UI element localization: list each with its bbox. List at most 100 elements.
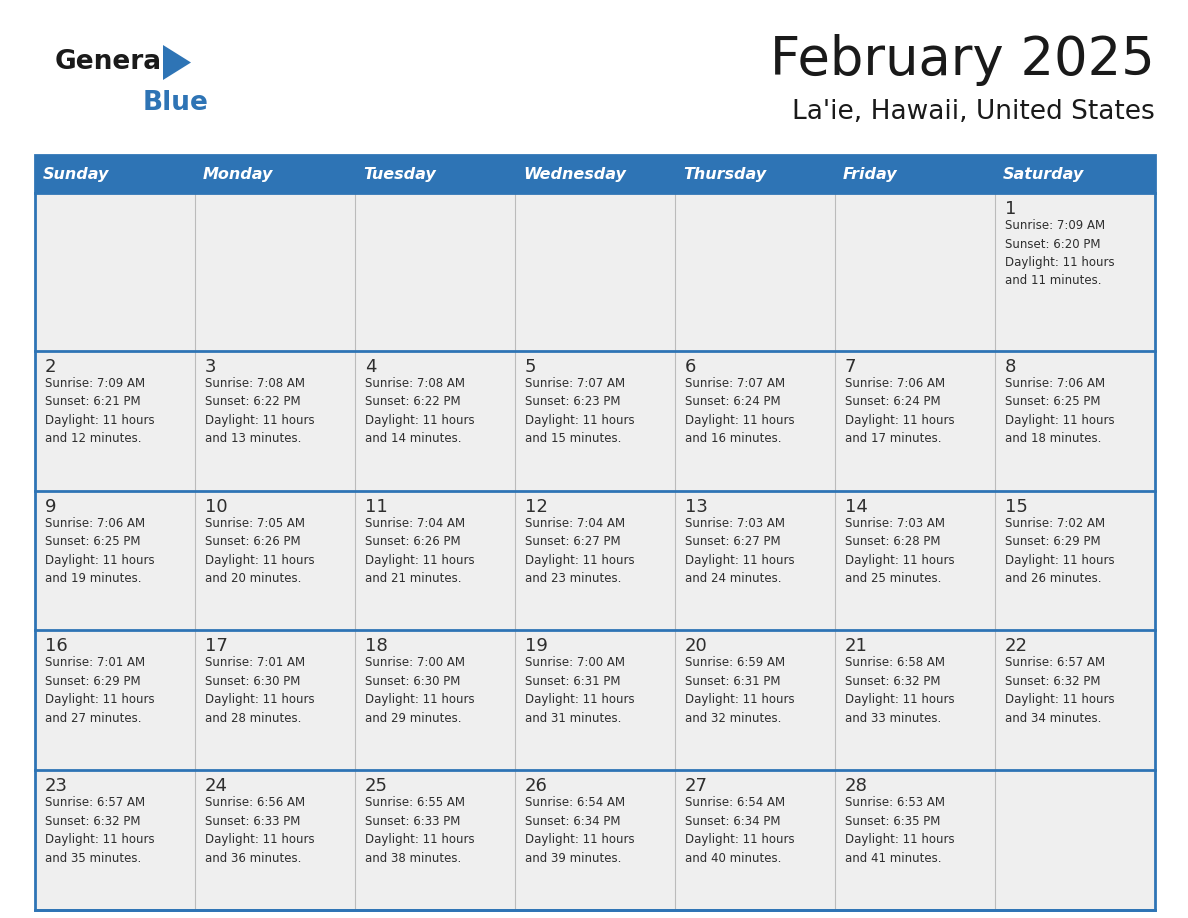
Text: Sunrise: 7:04 AM
Sunset: 6:27 PM
Daylight: 11 hours
and 23 minutes.: Sunrise: 7:04 AM Sunset: 6:27 PM Dayligh…	[525, 517, 634, 585]
Text: Sunrise: 7:00 AM
Sunset: 6:31 PM
Daylight: 11 hours
and 31 minutes.: Sunrise: 7:00 AM Sunset: 6:31 PM Dayligh…	[525, 656, 634, 725]
Text: Sunrise: 7:07 AM
Sunset: 6:23 PM
Daylight: 11 hours
and 15 minutes.: Sunrise: 7:07 AM Sunset: 6:23 PM Dayligh…	[525, 376, 634, 445]
Text: Sunrise: 7:06 AM
Sunset: 6:24 PM
Daylight: 11 hours
and 17 minutes.: Sunrise: 7:06 AM Sunset: 6:24 PM Dayligh…	[845, 376, 954, 445]
Text: 26: 26	[525, 778, 548, 795]
Text: 14: 14	[845, 498, 867, 516]
Text: 28: 28	[845, 778, 867, 795]
Bar	[675, 155, 835, 193]
Bar	[516, 490, 675, 631]
Text: Sunrise: 7:09 AM
Sunset: 6:20 PM
Daylight: 11 hours
and 11 minutes.: Sunrise: 7:09 AM Sunset: 6:20 PM Dayligh…	[1005, 219, 1114, 287]
Text: Thursday: Thursday	[683, 166, 766, 182]
Text: Sunrise: 7:01 AM
Sunset: 6:30 PM
Daylight: 11 hours
and 28 minutes.: Sunrise: 7:01 AM Sunset: 6:30 PM Dayligh…	[204, 656, 314, 725]
Bar	[675, 193, 835, 351]
Text: Sunrise: 7:00 AM
Sunset: 6:30 PM
Daylight: 11 hours
and 29 minutes.: Sunrise: 7:00 AM Sunset: 6:30 PM Dayligh…	[365, 656, 474, 725]
Text: 24: 24	[204, 778, 228, 795]
Bar	[34, 490, 195, 631]
Bar	[835, 631, 996, 770]
Text: 13: 13	[684, 498, 708, 516]
Bar	[835, 193, 996, 351]
Text: 15: 15	[1005, 498, 1028, 516]
Text: Sunrise: 6:57 AM
Sunset: 6:32 PM
Daylight: 11 hours
and 35 minutes.: Sunrise: 6:57 AM Sunset: 6:32 PM Dayligh…	[45, 796, 154, 865]
Text: 22: 22	[1005, 637, 1028, 655]
Bar	[835, 490, 996, 631]
Text: Wednesday: Wednesday	[523, 166, 626, 182]
Bar	[996, 351, 1155, 490]
Text: 5: 5	[525, 358, 536, 375]
Text: Sunday: Sunday	[43, 166, 109, 182]
Bar	[835, 351, 996, 490]
Bar	[195, 490, 355, 631]
Text: Friday: Friday	[843, 166, 898, 182]
Text: 19: 19	[525, 637, 548, 655]
Bar	[34, 770, 195, 910]
Bar	[195, 351, 355, 490]
Bar	[516, 155, 675, 193]
Bar	[516, 351, 675, 490]
Bar	[355, 631, 516, 770]
Text: 3: 3	[204, 358, 216, 375]
Bar	[34, 193, 195, 351]
Text: Sunrise: 7:06 AM
Sunset: 6:25 PM
Daylight: 11 hours
and 18 minutes.: Sunrise: 7:06 AM Sunset: 6:25 PM Dayligh…	[1005, 376, 1114, 445]
Text: Sunrise: 7:08 AM
Sunset: 6:22 PM
Daylight: 11 hours
and 14 minutes.: Sunrise: 7:08 AM Sunset: 6:22 PM Dayligh…	[365, 376, 474, 445]
Polygon shape	[163, 45, 191, 80]
Bar	[195, 770, 355, 910]
Text: February 2025: February 2025	[770, 34, 1155, 86]
Text: Sunrise: 6:53 AM
Sunset: 6:35 PM
Daylight: 11 hours
and 41 minutes.: Sunrise: 6:53 AM Sunset: 6:35 PM Dayligh…	[845, 796, 954, 865]
Bar	[675, 631, 835, 770]
Bar	[675, 490, 835, 631]
Bar	[835, 770, 996, 910]
Bar	[675, 770, 835, 910]
Text: 20: 20	[684, 637, 707, 655]
Bar	[195, 631, 355, 770]
Bar	[355, 351, 516, 490]
Bar	[996, 631, 1155, 770]
Bar	[516, 631, 675, 770]
Text: Sunrise: 6:59 AM
Sunset: 6:31 PM
Daylight: 11 hours
and 32 minutes.: Sunrise: 6:59 AM Sunset: 6:31 PM Dayligh…	[684, 656, 795, 725]
Text: Saturday: Saturday	[1003, 166, 1085, 182]
Text: 7: 7	[845, 358, 857, 375]
Text: 8: 8	[1005, 358, 1016, 375]
Text: General: General	[55, 49, 171, 75]
Bar	[355, 490, 516, 631]
Text: Sunrise: 6:56 AM
Sunset: 6:33 PM
Daylight: 11 hours
and 36 minutes.: Sunrise: 6:56 AM Sunset: 6:33 PM Dayligh…	[204, 796, 314, 865]
Text: 6: 6	[684, 358, 696, 375]
Text: 9: 9	[45, 498, 56, 516]
Text: Sunrise: 7:03 AM
Sunset: 6:27 PM
Daylight: 11 hours
and 24 minutes.: Sunrise: 7:03 AM Sunset: 6:27 PM Dayligh…	[684, 517, 795, 585]
Text: La'ie, Hawaii, United States: La'ie, Hawaii, United States	[792, 99, 1155, 125]
Text: Sunrise: 7:04 AM
Sunset: 6:26 PM
Daylight: 11 hours
and 21 minutes.: Sunrise: 7:04 AM Sunset: 6:26 PM Dayligh…	[365, 517, 474, 585]
Bar	[675, 351, 835, 490]
Text: 25: 25	[365, 778, 387, 795]
Text: 4: 4	[365, 358, 377, 375]
Text: Sunrise: 6:54 AM
Sunset: 6:34 PM
Daylight: 11 hours
and 39 minutes.: Sunrise: 6:54 AM Sunset: 6:34 PM Dayligh…	[525, 796, 634, 865]
Bar	[34, 631, 195, 770]
Text: Sunrise: 6:55 AM
Sunset: 6:33 PM
Daylight: 11 hours
and 38 minutes.: Sunrise: 6:55 AM Sunset: 6:33 PM Dayligh…	[365, 796, 474, 865]
Bar	[516, 193, 675, 351]
Text: Sunrise: 7:02 AM
Sunset: 6:29 PM
Daylight: 11 hours
and 26 minutes.: Sunrise: 7:02 AM Sunset: 6:29 PM Dayligh…	[1005, 517, 1114, 585]
Bar	[996, 193, 1155, 351]
Bar	[195, 155, 355, 193]
Text: Tuesday: Tuesday	[364, 166, 436, 182]
Text: Sunrise: 7:06 AM
Sunset: 6:25 PM
Daylight: 11 hours
and 19 minutes.: Sunrise: 7:06 AM Sunset: 6:25 PM Dayligh…	[45, 517, 154, 585]
Text: Sunrise: 7:01 AM
Sunset: 6:29 PM
Daylight: 11 hours
and 27 minutes.: Sunrise: 7:01 AM Sunset: 6:29 PM Dayligh…	[45, 656, 154, 725]
Bar	[996, 155, 1155, 193]
Bar	[355, 770, 516, 910]
Bar	[516, 770, 675, 910]
Text: Sunrise: 7:07 AM
Sunset: 6:24 PM
Daylight: 11 hours
and 16 minutes.: Sunrise: 7:07 AM Sunset: 6:24 PM Dayligh…	[684, 376, 795, 445]
Text: Sunrise: 6:58 AM
Sunset: 6:32 PM
Daylight: 11 hours
and 33 minutes.: Sunrise: 6:58 AM Sunset: 6:32 PM Dayligh…	[845, 656, 954, 725]
Text: 21: 21	[845, 637, 867, 655]
Text: 2: 2	[45, 358, 56, 375]
Text: 10: 10	[204, 498, 227, 516]
Text: 11: 11	[365, 498, 387, 516]
Text: Sunrise: 7:03 AM
Sunset: 6:28 PM
Daylight: 11 hours
and 25 minutes.: Sunrise: 7:03 AM Sunset: 6:28 PM Dayligh…	[845, 517, 954, 585]
Text: Blue: Blue	[143, 90, 209, 116]
Text: Sunrise: 7:08 AM
Sunset: 6:22 PM
Daylight: 11 hours
and 13 minutes.: Sunrise: 7:08 AM Sunset: 6:22 PM Dayligh…	[204, 376, 314, 445]
Bar	[34, 155, 1155, 910]
Text: 17: 17	[204, 637, 227, 655]
Bar	[34, 351, 195, 490]
Bar	[195, 193, 355, 351]
Bar	[835, 155, 996, 193]
Text: Sunrise: 7:09 AM
Sunset: 6:21 PM
Daylight: 11 hours
and 12 minutes.: Sunrise: 7:09 AM Sunset: 6:21 PM Dayligh…	[45, 376, 154, 445]
Text: Monday: Monday	[203, 166, 273, 182]
Bar	[355, 155, 516, 193]
Text: Sunrise: 6:54 AM
Sunset: 6:34 PM
Daylight: 11 hours
and 40 minutes.: Sunrise: 6:54 AM Sunset: 6:34 PM Dayligh…	[684, 796, 795, 865]
Text: 16: 16	[45, 637, 68, 655]
